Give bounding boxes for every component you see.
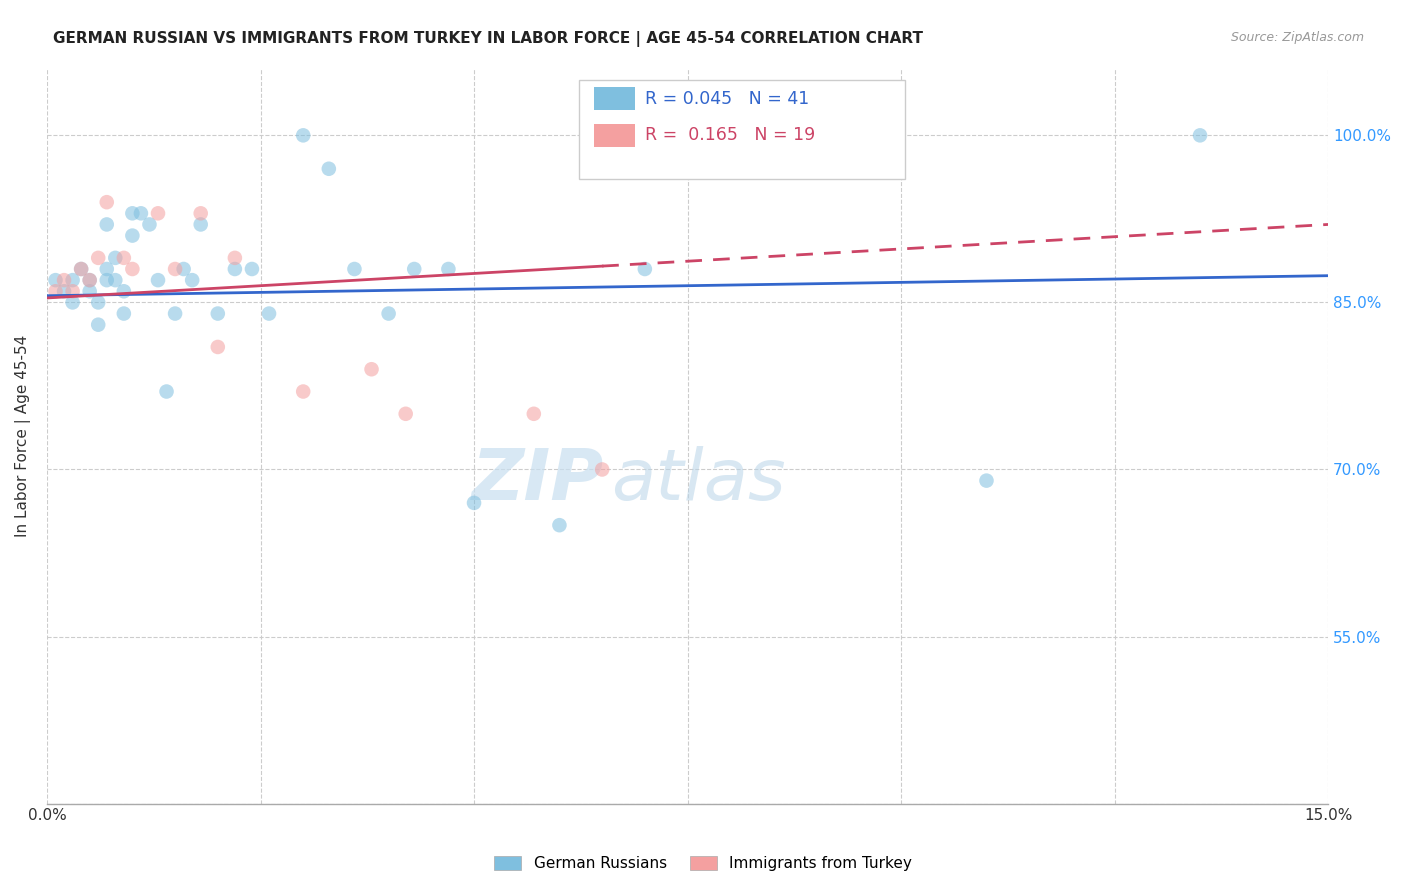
Point <box>190 206 212 220</box>
Point <box>165 307 187 321</box>
Text: ZIP: ZIP <box>472 446 605 515</box>
Point <box>224 251 246 265</box>
Point <box>165 262 187 277</box>
Point <box>129 206 152 220</box>
Point <box>240 262 263 277</box>
Point <box>146 273 169 287</box>
Point <box>87 295 110 310</box>
Text: R = 0.045   N = 41: R = 0.045 N = 41 <box>645 90 810 108</box>
Point <box>96 262 118 277</box>
Point <box>112 285 135 299</box>
Point <box>146 206 169 220</box>
Point <box>343 262 366 277</box>
Point <box>437 262 460 277</box>
Legend: German Russians, Immigrants from Turkey: German Russians, Immigrants from Turkey <box>488 850 918 877</box>
Point <box>207 340 229 354</box>
Point <box>257 307 280 321</box>
Point <box>112 307 135 321</box>
Point <box>87 318 110 332</box>
Point <box>207 307 229 321</box>
Point <box>53 273 76 287</box>
Point <box>79 273 101 287</box>
Point <box>62 295 84 310</box>
Point <box>70 262 93 277</box>
Point <box>104 273 127 287</box>
Point <box>96 273 118 287</box>
Point <box>87 251 110 265</box>
Point <box>523 407 546 421</box>
Point <box>121 228 143 243</box>
Point <box>44 285 66 299</box>
FancyBboxPatch shape <box>593 87 636 111</box>
Point <box>96 218 118 232</box>
Point <box>155 384 177 399</box>
Text: R =  0.165   N = 19: R = 0.165 N = 19 <box>645 127 815 145</box>
Point <box>360 362 382 376</box>
Point <box>121 206 143 220</box>
Point <box>104 251 127 265</box>
Point <box>70 262 93 277</box>
Point <box>976 474 998 488</box>
Point <box>53 285 76 299</box>
Point <box>395 407 418 421</box>
Point <box>96 195 118 210</box>
Point <box>377 307 399 321</box>
Point <box>181 273 204 287</box>
Point <box>591 462 613 476</box>
Y-axis label: In Labor Force | Age 45-54: In Labor Force | Age 45-54 <box>15 334 31 537</box>
Point <box>138 218 160 232</box>
Point <box>548 518 571 533</box>
Point <box>463 496 485 510</box>
Text: atlas: atlas <box>610 446 786 515</box>
Point <box>1189 128 1212 143</box>
Point <box>62 285 84 299</box>
Point <box>634 262 657 277</box>
Point <box>404 262 426 277</box>
Text: Source: ZipAtlas.com: Source: ZipAtlas.com <box>1230 31 1364 45</box>
Point <box>79 273 101 287</box>
Point <box>112 251 135 265</box>
Point <box>79 285 101 299</box>
Point <box>224 262 246 277</box>
Point <box>44 273 66 287</box>
FancyBboxPatch shape <box>579 79 905 178</box>
Point <box>292 384 315 399</box>
FancyBboxPatch shape <box>593 124 636 147</box>
Point <box>62 273 84 287</box>
Point <box>121 262 143 277</box>
Point <box>318 161 340 176</box>
Point <box>173 262 195 277</box>
Point <box>190 218 212 232</box>
Point <box>292 128 315 143</box>
Text: GERMAN RUSSIAN VS IMMIGRANTS FROM TURKEY IN LABOR FORCE | AGE 45-54 CORRELATION : GERMAN RUSSIAN VS IMMIGRANTS FROM TURKEY… <box>53 31 924 47</box>
